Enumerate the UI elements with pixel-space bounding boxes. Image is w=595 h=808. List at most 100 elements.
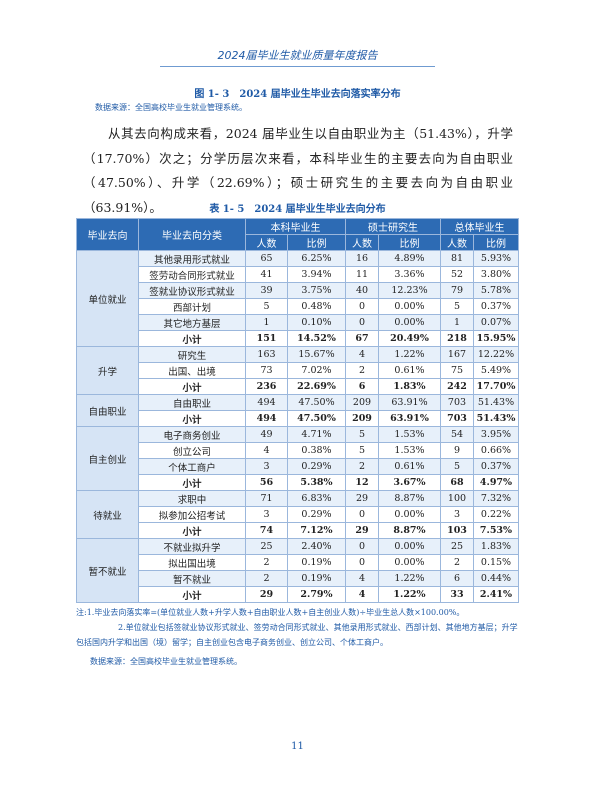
cell: 0.38% [287, 442, 346, 459]
table-row: 升学 研究生 163 15.67% 4 1.22% 167 12.22% [76, 346, 519, 395]
table-title: 表 1- 5 2024 届毕业生毕业去向分布 [209, 204, 386, 215]
cell: 3.36% [378, 266, 441, 283]
cell: 12.23% [378, 282, 441, 299]
table-body: 单位就业 其他录用形式就业 65 6.25% 16 4.89% 81 5.93% 签劳动合同形式… [76, 250, 519, 603]
cell: 3 [245, 506, 288, 523]
cell: 12.22% [473, 346, 519, 363]
cell: 5 [245, 298, 288, 315]
cell: 2.41% [473, 586, 519, 603]
cell: 4.97% [473, 474, 519, 491]
table-source: 数据来源：全国高校毕业生就业管理系统。 [90, 657, 242, 666]
cell: 163 [245, 346, 288, 363]
cell: 4 [245, 442, 288, 459]
cell: 63.91% [378, 410, 441, 427]
table-row: 暂不就业 不就业拟升学 25 2.40% 0 0.00% 25 1.83% [76, 538, 519, 603]
table-row: 自由职业 自由职业 494 47.50% 209 63.91% 703 51.43% [76, 394, 519, 427]
cell: 6.25% [287, 250, 346, 267]
cell: 63.91% [378, 394, 441, 411]
table-row: 签劳动合同形式就业 41 3.94% 11 3.36% 52 3.80% [77, 266, 519, 283]
cell: 小计 [138, 586, 246, 603]
subtotal-row: 小计 236 22.69% 6 1.83% 242 17.70% [77, 378, 519, 395]
cell: 0.29% [287, 458, 346, 475]
cell: 0 [345, 506, 379, 523]
cell: 167 [440, 346, 474, 363]
cell: 5 [440, 298, 474, 315]
header-cell: 人数 [245, 234, 288, 251]
subtotal-row: 小计 494 47.50% 209 63.91% 703 51.43% [77, 410, 519, 427]
cell: 0.00% [378, 314, 441, 331]
cell: 9 [440, 442, 474, 459]
table-row: 西部计划 5 0.48% 0 0.00% 5 0.37% [77, 298, 519, 315]
header-cell: 比例 [473, 234, 519, 251]
cell: 小计 [138, 330, 246, 347]
cell: 151 [245, 330, 288, 347]
cell: 4.89% [378, 250, 441, 267]
cell: 209 [345, 410, 379, 427]
cell: 2 [345, 458, 379, 475]
table: 毕业去向 毕业去向分类 本科毕业生 硕士研究生 总体毕业生 人数 比例 人数 比例 人数 比例 单位… [76, 218, 519, 603]
cell: 2 [440, 554, 474, 571]
cell: 其他录用形式就业 [138, 250, 246, 267]
cell: 3.67% [378, 474, 441, 491]
cell: 236 [245, 378, 288, 395]
cell: 67 [345, 330, 379, 347]
cell: 51.43% [473, 394, 519, 411]
cell: 0.07% [473, 314, 519, 331]
cell: 5.78% [473, 282, 519, 299]
cell: 0 [345, 314, 379, 331]
cell: 7.53% [473, 522, 519, 539]
table-row: 创立公司 4 0.38% 5 1.53% 9 0.66% [77, 442, 519, 459]
cell: 8.87% [378, 522, 441, 539]
cell: 54 [440, 426, 474, 443]
header-title: 2024届毕业生就业质量年度报告 [217, 49, 378, 62]
cell: 4 [345, 586, 379, 603]
cell: 1 [245, 314, 288, 331]
cell: 拟出国出境 [138, 554, 246, 571]
cell: 29 [345, 522, 379, 539]
cell: 0.29% [287, 506, 346, 523]
cell: 68 [440, 474, 474, 491]
cell: 3.75% [287, 282, 346, 299]
cell: 17.70% [473, 378, 519, 395]
cell: 5.93% [473, 250, 519, 267]
header-cell: 毕业去向分类 [138, 218, 246, 251]
subtotal-row: 小计 151 14.52% 67 20.49% 218 15.95% [77, 330, 519, 347]
cell: 1.22% [378, 346, 441, 363]
cell: 3 [440, 506, 474, 523]
cell: 1.83% [473, 538, 519, 555]
paragraph: 从其去向构成来看，2024 届毕业生以自由职业为主（51.43%），升学（17.… [83, 126, 513, 215]
cell: 0.00% [378, 538, 441, 555]
group-cell: 暂不就业 [76, 538, 139, 603]
cell: 73 [245, 362, 288, 379]
cell: 56 [245, 474, 288, 491]
cell: 0.61% [378, 362, 441, 379]
cell: 12 [345, 474, 379, 491]
cell: 6 [345, 378, 379, 395]
cell: 3.80% [473, 266, 519, 283]
cell: 40 [345, 282, 379, 299]
cell: 79 [440, 282, 474, 299]
cell: 2 [245, 554, 288, 571]
cell: 创立公司 [138, 442, 246, 459]
cell: 29 [245, 586, 288, 603]
cell: 2 [245, 570, 288, 587]
cell: 5 [345, 426, 379, 443]
cell: 494 [245, 410, 288, 427]
cell: 218 [440, 330, 474, 347]
cell: 47.50% [287, 410, 346, 427]
figure-source: 数据来源：全国高校毕业生就业管理系统。 [95, 103, 247, 112]
cell: 5.38% [287, 474, 346, 491]
cell: 6 [440, 570, 474, 587]
cell: 不就业拟升学 [138, 538, 246, 555]
cell: 3.95% [473, 426, 519, 443]
cell: 0 [345, 538, 379, 555]
cell: 自由职业 [138, 394, 246, 411]
cell: 1.83% [378, 378, 441, 395]
table-row: 个体工商户 3 0.29% 2 0.61% 5 0.37% [77, 458, 519, 475]
cell: 签就业协议形式就业 [138, 282, 246, 299]
cell: 1 [440, 314, 474, 331]
cell: 1.53% [378, 442, 441, 459]
cell: 52 [440, 266, 474, 283]
cell: 0.61% [378, 458, 441, 475]
